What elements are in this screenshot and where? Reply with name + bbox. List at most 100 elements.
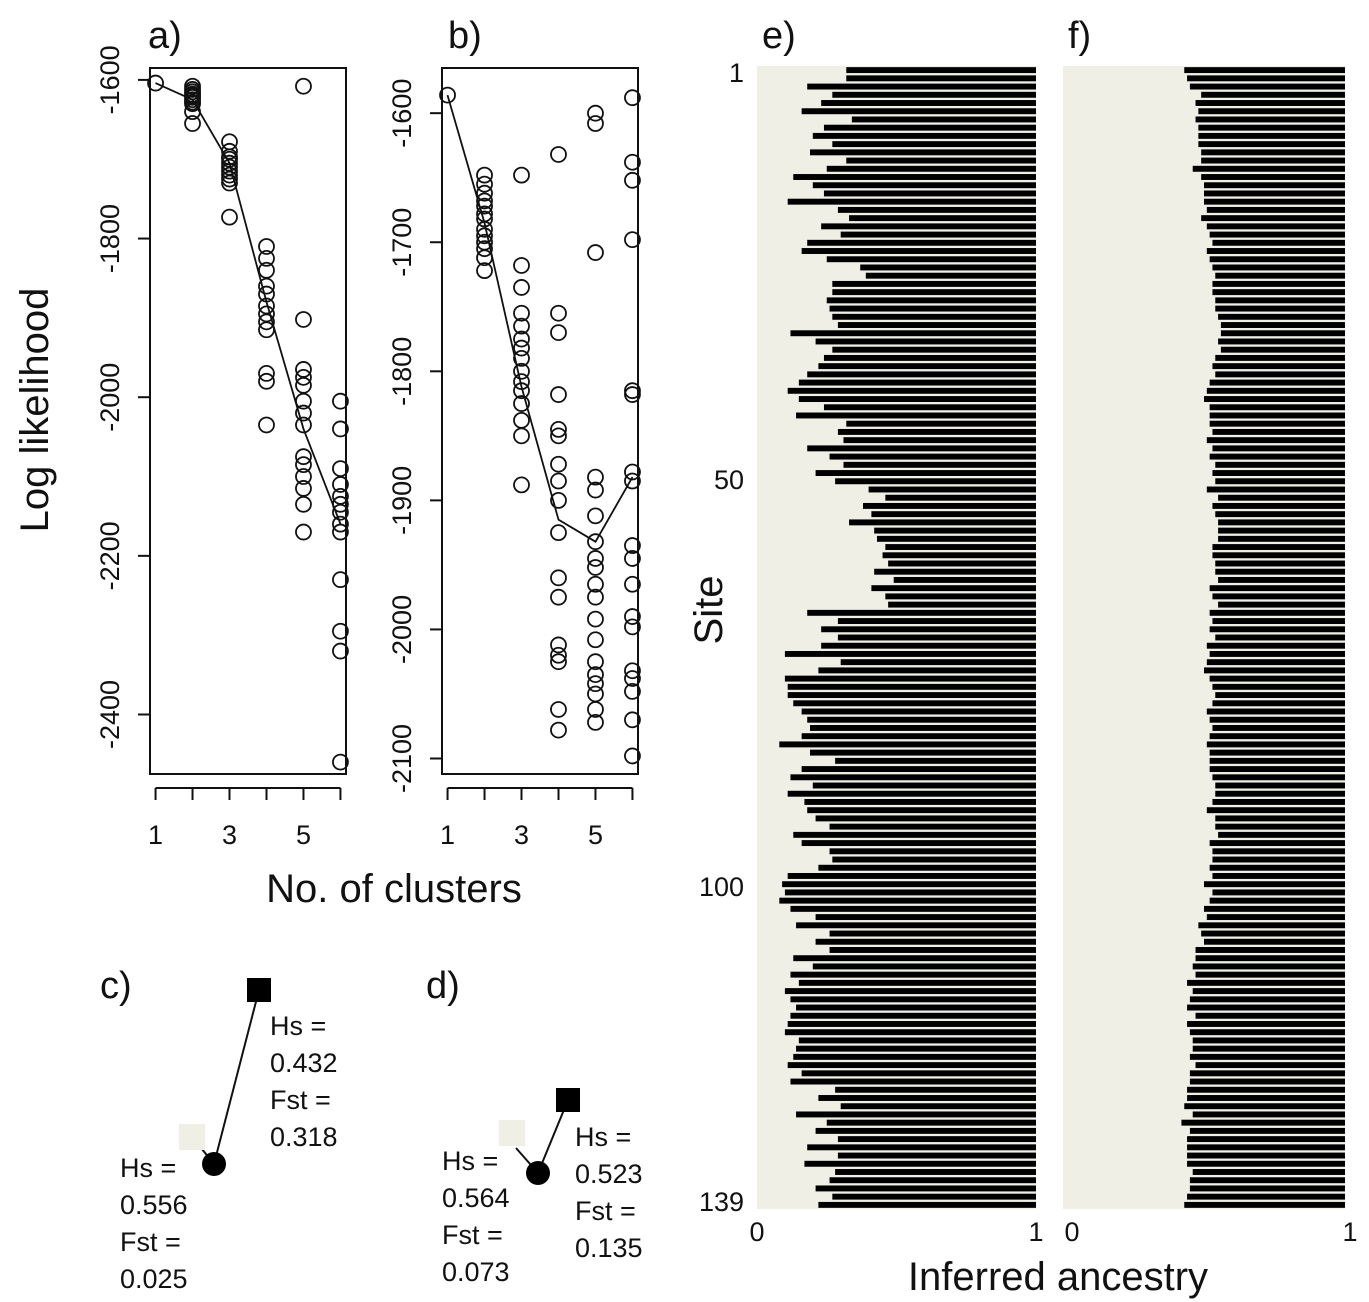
site-bar bbox=[1187, 1004, 1345, 1011]
site-bar bbox=[1187, 1021, 1345, 1027]
site-bar bbox=[1184, 1103, 1345, 1110]
a-point bbox=[332, 571, 349, 589]
site-bar bbox=[837, 206, 1036, 213]
site-bar bbox=[1220, 346, 1345, 353]
a-point bbox=[295, 495, 312, 513]
site-bar bbox=[812, 132, 1036, 139]
panel-c-hs-value-2: 0.556 bbox=[120, 1190, 188, 1220]
b-point bbox=[624, 670, 641, 687]
site-bar bbox=[1209, 733, 1345, 740]
site-bar bbox=[1195, 971, 1345, 978]
panel-d-fst-value-1: 0.135 bbox=[575, 1233, 643, 1263]
site-bar bbox=[893, 576, 1036, 583]
site-bar bbox=[1215, 560, 1345, 567]
site-bar bbox=[832, 313, 1036, 320]
site-bar bbox=[815, 470, 1036, 476]
b-y-tick-label: -2100 bbox=[387, 724, 417, 793]
site-bar bbox=[815, 914, 1036, 921]
site-bar bbox=[1195, 1062, 1345, 1069]
a-point bbox=[221, 170, 238, 188]
site-bar bbox=[1209, 840, 1345, 847]
site-bar bbox=[1206, 206, 1345, 213]
site-bar bbox=[815, 338, 1036, 345]
panel-d-fst-label-1: Fst = bbox=[575, 1196, 636, 1226]
site-bar bbox=[1189, 1127, 1345, 1134]
b-point bbox=[624, 89, 641, 107]
site-bar bbox=[812, 182, 1036, 189]
b-point bbox=[550, 146, 567, 163]
a-x-tick-label: 3 bbox=[222, 820, 237, 850]
b-point bbox=[476, 262, 493, 280]
panel-e-x-tick-0: 0 bbox=[749, 1217, 764, 1247]
site-bar bbox=[1187, 1193, 1345, 1200]
b-point bbox=[624, 463, 641, 481]
b-y-tick-label: -1700 bbox=[387, 208, 417, 277]
b-point bbox=[476, 175, 493, 193]
b-point bbox=[550, 386, 567, 403]
a-point bbox=[258, 238, 275, 255]
site-bar bbox=[846, 75, 1036, 82]
b-point bbox=[587, 675, 604, 693]
site-bar bbox=[801, 248, 1036, 254]
b-x-tick-label: 1 bbox=[440, 820, 455, 850]
site-bar bbox=[1198, 141, 1345, 148]
site-bar bbox=[1212, 280, 1345, 287]
site-bar bbox=[849, 215, 1036, 222]
site-bar bbox=[790, 905, 1036, 912]
b-point bbox=[587, 550, 604, 567]
site-bar bbox=[1218, 576, 1345, 583]
site-bar bbox=[1218, 601, 1345, 608]
site-bar bbox=[821, 642, 1036, 649]
site-bar bbox=[832, 280, 1036, 287]
a-point bbox=[221, 162, 238, 180]
site-bar bbox=[821, 223, 1036, 230]
site-bar bbox=[801, 733, 1036, 740]
site-bar bbox=[818, 667, 1036, 674]
a-y-tick-label: -2000 bbox=[95, 363, 125, 432]
site-bar bbox=[1181, 1119, 1345, 1126]
panel-b-y-axis: -1600 -1700 -1800 -1900 -2000 -2100 bbox=[387, 79, 442, 793]
a-point bbox=[332, 503, 349, 521]
site-bar bbox=[807, 1144, 1036, 1151]
site-bar bbox=[837, 634, 1036, 641]
site-bar bbox=[804, 799, 1036, 805]
a-point bbox=[332, 420, 349, 438]
a-point bbox=[221, 166, 238, 184]
site-bar bbox=[1209, 379, 1345, 386]
site-tick-50: 50 bbox=[714, 465, 744, 495]
site-tick-139: 139 bbox=[699, 1187, 744, 1217]
site-bar bbox=[888, 601, 1036, 608]
site-bar bbox=[1187, 1136, 1345, 1143]
a-point bbox=[295, 448, 312, 466]
a-point bbox=[295, 77, 312, 95]
b-x-tick-label: 3 bbox=[514, 820, 529, 850]
a-point bbox=[221, 174, 238, 192]
site-bar bbox=[1212, 848, 1345, 855]
b-point bbox=[624, 382, 641, 400]
site-bar bbox=[826, 1119, 1036, 1126]
b-point bbox=[513, 373, 530, 391]
site-bar bbox=[1220, 322, 1345, 328]
site-bar bbox=[1206, 248, 1345, 254]
b-point bbox=[587, 685, 604, 703]
site-bar bbox=[787, 873, 1036, 879]
site-bar bbox=[1209, 609, 1345, 616]
a-point bbox=[221, 208, 238, 226]
panel-d-hs-label-2: Hs = bbox=[442, 1146, 498, 1176]
a-point bbox=[184, 115, 201, 132]
site-bar bbox=[801, 1070, 1036, 1077]
site-bar bbox=[1215, 823, 1345, 830]
b-point bbox=[587, 713, 604, 731]
a-y-tick-label: -2400 bbox=[95, 680, 125, 749]
site-bar bbox=[1204, 667, 1345, 674]
site-bar bbox=[846, 420, 1036, 427]
site-bar bbox=[787, 387, 1036, 394]
site-bar bbox=[821, 100, 1036, 106]
site-bar bbox=[1195, 116, 1345, 123]
site-bar bbox=[829, 1177, 1036, 1184]
panel-d-hs-value-1: 0.523 bbox=[575, 1159, 643, 1189]
site-bar bbox=[818, 363, 1036, 370]
site-bar bbox=[807, 239, 1036, 246]
site-bar bbox=[829, 848, 1036, 855]
site-bar bbox=[1201, 149, 1345, 156]
